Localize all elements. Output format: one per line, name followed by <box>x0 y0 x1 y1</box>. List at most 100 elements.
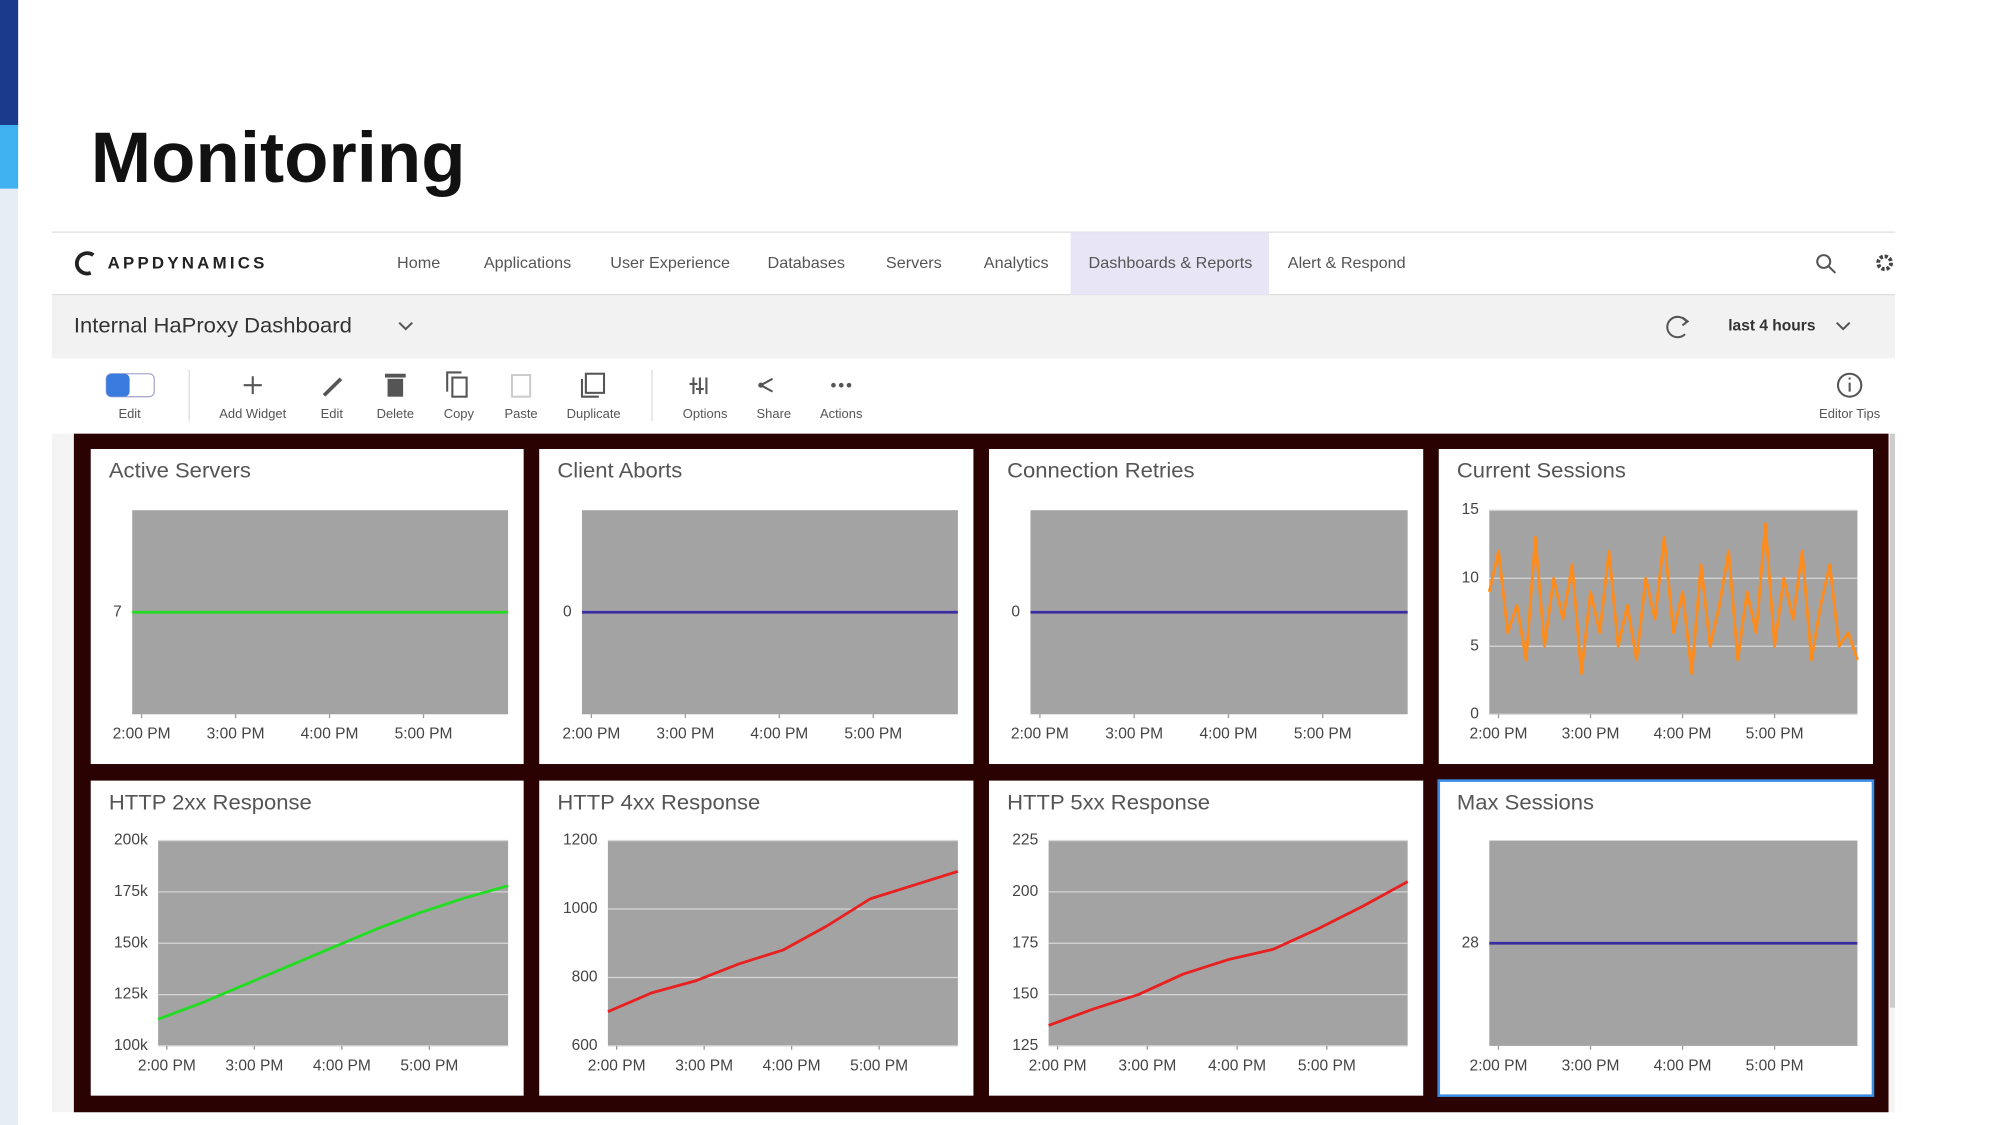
refresh-icon[interactable] <box>1666 315 1688 339</box>
y-tick-label: 1000 <box>563 900 598 917</box>
y-tick-label: 175 <box>1012 934 1038 951</box>
nav-item[interactable]: Alert & Respond <box>1288 254 1406 272</box>
x-tick-label: 3:00 PM <box>675 1057 733 1074</box>
top-nav <box>51 232 1896 295</box>
nav-active-bg <box>1070 232 1269 295</box>
x-tick-label: 2:00 PM <box>1470 1057 1528 1074</box>
x-tick-label: 2:00 PM <box>138 1057 196 1074</box>
toolbar-label[interactable]: Duplicate <box>567 406 621 421</box>
nav-item[interactable]: Applications <box>484 254 571 272</box>
nav-item[interactable]: Analytics <box>984 254 1049 272</box>
y-tick-label: 1200 <box>563 832 598 849</box>
settings-icon[interactable] <box>1876 254 1894 272</box>
chevron[interactable] <box>398 321 413 331</box>
x-tick-label: 5:00 PM <box>1746 1057 1804 1074</box>
y-tick-label: 5 <box>1470 637 1479 654</box>
y-tick-label: 200k <box>114 832 148 849</box>
x-tick-label: 4:00 PM <box>1208 1057 1266 1074</box>
options-icon[interactable] <box>689 377 708 395</box>
share-icon[interactable] <box>760 377 774 393</box>
duplicate-icon[interactable] <box>580 378 599 398</box>
x-tick-label: 4:00 PM <box>1654 1057 1712 1074</box>
widget[interactable]: Client Aborts 0 2:00 PM 3:00 PM 4:00 PM 5:00 … <box>539 448 974 765</box>
accent-bar <box>0 125 19 189</box>
scrollbar <box>1889 433 1896 1008</box>
series-line <box>607 870 959 1013</box>
copy-icon[interactable] <box>451 376 468 398</box>
x-tick-label: 4:00 PM <box>750 726 808 743</box>
widget[interactable]: Connection Retries 0 2:00 PM 3:00 PM 4:00 PM… <box>988 448 1424 765</box>
delete-icon[interactable] <box>384 373 406 378</box>
toolbar-label[interactable]: Actions <box>820 406 862 421</box>
dashboard-title[interactable]: Internal HaProxy Dashboard <box>74 312 352 337</box>
add-icon[interactable] <box>243 376 262 395</box>
widget-title: Current Sessions <box>1457 458 1626 483</box>
y-tick-label: 125 <box>1012 1037 1038 1054</box>
info-icon[interactable] <box>1836 372 1863 398</box>
actions-icon[interactable] <box>831 382 836 388</box>
toolbar <box>51 358 1896 434</box>
x-tick-label: 3:00 PM <box>656 726 714 743</box>
nav-item[interactable]: User Experience <box>610 254 730 272</box>
x-tick-label: 2:00 PM <box>1029 1057 1087 1074</box>
app-window: APPDYNAMICS Home Applications User Experie… <box>51 231 1896 1113</box>
nav-item[interactable]: Databases <box>768 254 845 272</box>
toolbar-label[interactable]: Edit <box>321 406 344 421</box>
y-tick-label: 600 <box>572 1037 598 1054</box>
nav-item[interactable]: Dashboards & Reports <box>1089 254 1253 272</box>
toolbar-label[interactable]: Share <box>757 406 792 421</box>
y-tick-label: 0 <box>563 603 572 620</box>
search-icon[interactable] <box>1828 265 1837 274</box>
widget-title: Max Sessions <box>1457 789 1594 814</box>
toolbar-label[interactable]: Copy <box>444 406 475 421</box>
plot-area <box>1489 510 1858 715</box>
widget-title: HTTP 4xx Response <box>557 789 760 814</box>
chevron[interactable] <box>1835 321 1851 331</box>
time-range[interactable]: last 4 hours <box>1728 318 1815 335</box>
x-tick-label: 5:00 PM <box>844 726 902 743</box>
toolbar-label[interactable]: Edit <box>118 406 141 421</box>
y-tick-label: 28 <box>1462 934 1479 951</box>
widget[interactable]: Active Servers 7 2:00 PM 3:00 PM 4:00 PM 5:00… <box>90 448 524 765</box>
x-tick-label: 2:00 PM <box>113 726 171 743</box>
nav-item[interactable]: Home <box>397 254 440 272</box>
widget[interactable]: Current Sessions 0 5 10 15 2:00 PM 3:00 PM 4:00… <box>1438 448 1873 765</box>
y-tick-label: 800 <box>572 969 598 986</box>
y-tick-label: 15 <box>1462 501 1479 518</box>
toolbar-label[interactable]: Editor Tips <box>1819 406 1880 421</box>
copy-icon[interactable] <box>446 371 462 392</box>
widget[interactable]: Max Sessions 28 2:00 PM 3:00 PM 4:00 PM 5:00 … <box>1437 779 1875 1097</box>
delete-icon[interactable] <box>387 378 404 397</box>
accent-bar <box>0 188 19 1125</box>
y-tick-label: 125k <box>114 986 148 1003</box>
nav-item[interactable]: Servers <box>886 254 942 272</box>
edit-icon[interactable] <box>322 377 343 397</box>
toolbar-label[interactable]: Options <box>683 406 728 421</box>
widget[interactable]: HTTP 5xx Response 125 150 175 200 225 2:00 PM 3… <box>988 780 1424 1096</box>
search-icon[interactable] <box>1816 254 1832 269</box>
x-tick-label: 2:00 PM <box>1011 726 1069 743</box>
dashboard-bar <box>51 295 1896 359</box>
x-tick-label: 3:00 PM <box>1105 726 1163 743</box>
x-tick-label: 4:00 PM <box>1200 726 1258 743</box>
toolbar-label[interactable]: Add Widget <box>219 406 286 421</box>
widget-title: HTTP 5xx Response <box>1007 789 1210 814</box>
actions-icon[interactable] <box>838 382 844 388</box>
slide-title: Monitoring <box>91 119 466 198</box>
widget[interactable]: HTTP 2xx Response 100k 125k 150k 175k 200k 2:0… <box>90 780 524 1096</box>
x-tick-label: 3:00 PM <box>225 1057 283 1074</box>
brand: APPDYNAMICS <box>108 254 268 273</box>
x-tick-label: 4:00 PM <box>1654 726 1712 743</box>
x-tick-label: 2:00 PM <box>1470 726 1528 743</box>
duplicate-icon[interactable] <box>584 372 606 394</box>
x-tick-label: 5:00 PM <box>395 726 453 743</box>
toolbar-label: Paste <box>505 406 538 421</box>
widget[interactable]: HTTP 4xx Response 600 800 1000 1200 2:00 PM 3:… <box>539 780 974 1096</box>
x-tick-label: 5:00 PM <box>400 1057 458 1074</box>
series-line <box>157 884 509 1021</box>
x-tick-label: 3:00 PM <box>207 726 265 743</box>
toolbar-label[interactable]: Delete <box>377 406 414 421</box>
actions-icon[interactable] <box>846 382 852 388</box>
toggle[interactable] <box>106 373 130 397</box>
refresh-icon[interactable] <box>1681 316 1690 327</box>
